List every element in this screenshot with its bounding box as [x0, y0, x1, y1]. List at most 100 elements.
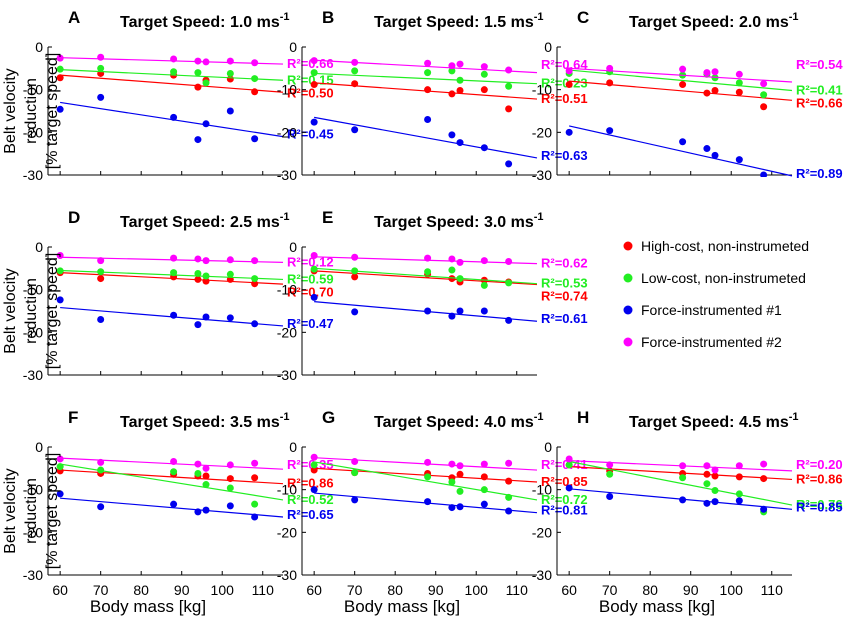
panel-a: A Target Speed: 1.0 ms-10-10-20-30R²=0.66… — [23, 8, 334, 183]
data-point-force1 — [226, 314, 234, 322]
data-point-force2 — [703, 69, 711, 77]
data-point-low_cost — [310, 461, 318, 469]
data-point-low_cost — [456, 487, 464, 495]
data-point-force1 — [310, 486, 318, 494]
data-point-force2 — [56, 455, 64, 463]
data-point-force1 — [565, 484, 573, 492]
x-tick-label: 100 — [465, 582, 489, 598]
fit-line-low_cost — [569, 69, 793, 92]
data-point-high_cost — [251, 88, 259, 96]
data-point-force2 — [226, 57, 234, 65]
data-point-force1 — [194, 136, 202, 144]
data-point-force1 — [456, 307, 464, 315]
r2-label-low_cost: R²=0.59 — [287, 271, 334, 286]
data-point-low_cost — [194, 469, 202, 477]
y-tick-label: -10 — [532, 82, 552, 98]
data-point-force1 — [711, 151, 719, 159]
data-point-force2 — [456, 60, 464, 68]
plot-area — [56, 252, 284, 329]
data-point-force1 — [202, 120, 210, 128]
data-point-low_cost — [711, 487, 719, 495]
data-point-low_cost — [424, 268, 432, 276]
data-point-force1 — [760, 171, 768, 177]
y-axis-label-line: [% target speed] — [44, 253, 61, 370]
data-point-high_cost — [202, 472, 210, 480]
data-point-force2 — [456, 258, 464, 266]
panel-letter: E — [322, 208, 333, 227]
data-point-force1 — [310, 118, 318, 126]
panel-title-main: Target Speed: 3.0 ms — [374, 214, 534, 231]
fit-line-low_cost — [60, 69, 284, 81]
data-point-force1 — [56, 296, 64, 304]
y-tick-label: -30 — [532, 567, 552, 583]
data-point-low_cost — [351, 67, 359, 75]
data-point-force2 — [606, 64, 614, 72]
y-tick-label: -20 — [277, 524, 297, 540]
data-point-force2 — [194, 255, 202, 263]
y-tick-label: -20 — [23, 124, 43, 140]
y-tick-label: 0 — [544, 439, 552, 455]
data-point-force1 — [202, 313, 210, 321]
r2-label-low_cost: R²=0.72 — [541, 492, 588, 507]
panel-title-main: Target Speed: 3.5 ms — [120, 414, 280, 431]
data-point-force2 — [56, 54, 64, 62]
panel-title-main: Target Speed: 2.0 ms — [629, 14, 789, 31]
data-point-low_cost — [170, 269, 178, 277]
data-point-force2 — [202, 58, 210, 66]
data-point-low_cost — [251, 500, 259, 508]
y-axis-label: Belt velocity reduction [% target speed] — [2, 253, 61, 370]
data-point-force1 — [679, 496, 687, 504]
x-tick-label: 90 — [683, 582, 699, 598]
fit-line-low_cost — [569, 460, 793, 506]
data-point-low_cost — [505, 82, 513, 90]
r2-label-force2: R²=0.64 — [541, 57, 588, 72]
r2-label-force2: R²=0.54 — [796, 57, 843, 72]
data-point-force1 — [170, 113, 178, 121]
x-tick-label: 70 — [93, 582, 109, 598]
r2-label-force1: R²=0.85 — [796, 499, 843, 514]
panel-title-main: Target Speed: 2.5 ms — [120, 214, 280, 231]
data-point-high_cost — [56, 74, 64, 82]
data-point-low_cost — [679, 474, 687, 482]
r2-label-low_cost: R²=0.23 — [541, 76, 588, 91]
data-point-force1 — [606, 492, 614, 500]
data-point-force2 — [97, 53, 105, 61]
legend-marker — [623, 273, 633, 283]
fit-line-force1 — [60, 497, 284, 518]
data-point-high_cost — [194, 275, 202, 283]
data-point-force1 — [202, 506, 210, 514]
legend-marker — [623, 241, 633, 251]
data-point-force2 — [351, 58, 359, 66]
data-point-force2 — [251, 459, 259, 467]
plot-area — [310, 57, 538, 168]
data-point-low_cost — [202, 272, 210, 280]
y-tick-label: -30 — [277, 367, 297, 383]
legend-marker — [623, 305, 633, 315]
y-axis-label-line: [% target speed] — [44, 453, 61, 570]
r2-label-high_cost: R²=0.86 — [287, 476, 334, 491]
data-point-force2 — [226, 461, 234, 469]
legend-label: Low-cost, non-instrumeted — [641, 270, 806, 286]
data-point-force1 — [251, 320, 259, 328]
y-tick-label: 0 — [544, 39, 552, 55]
data-point-high_cost — [351, 80, 359, 88]
y-tick-label: 0 — [35, 39, 43, 55]
data-point-high_cost — [480, 86, 488, 94]
panel-e: E Target Speed: 3.0 ms-10-10-20-30R²=0.62… — [277, 208, 589, 383]
panel-title-superscript: -1 — [789, 11, 799, 23]
plot-area — [310, 252, 538, 324]
x-axis-label: Body mass [kg] — [344, 597, 460, 616]
panel-b: B Target Speed: 1.5 ms-10-10-20-30R²=0.64… — [277, 8, 589, 183]
y-tick-label: -10 — [23, 482, 43, 498]
x-axis-label: Body mass [kg] — [599, 597, 715, 616]
data-point-force1 — [456, 503, 464, 511]
data-point-force2 — [170, 254, 178, 262]
data-point-force2 — [202, 464, 210, 472]
y-axis-label-line: Belt velocity — [2, 268, 19, 353]
data-point-low_cost — [448, 478, 456, 486]
panel-d: D Target Speed: 2.5 ms-10-10-20-30R²=0.12… — [23, 208, 334, 383]
data-point-force1 — [251, 513, 259, 521]
data-point-low_cost — [56, 463, 64, 471]
